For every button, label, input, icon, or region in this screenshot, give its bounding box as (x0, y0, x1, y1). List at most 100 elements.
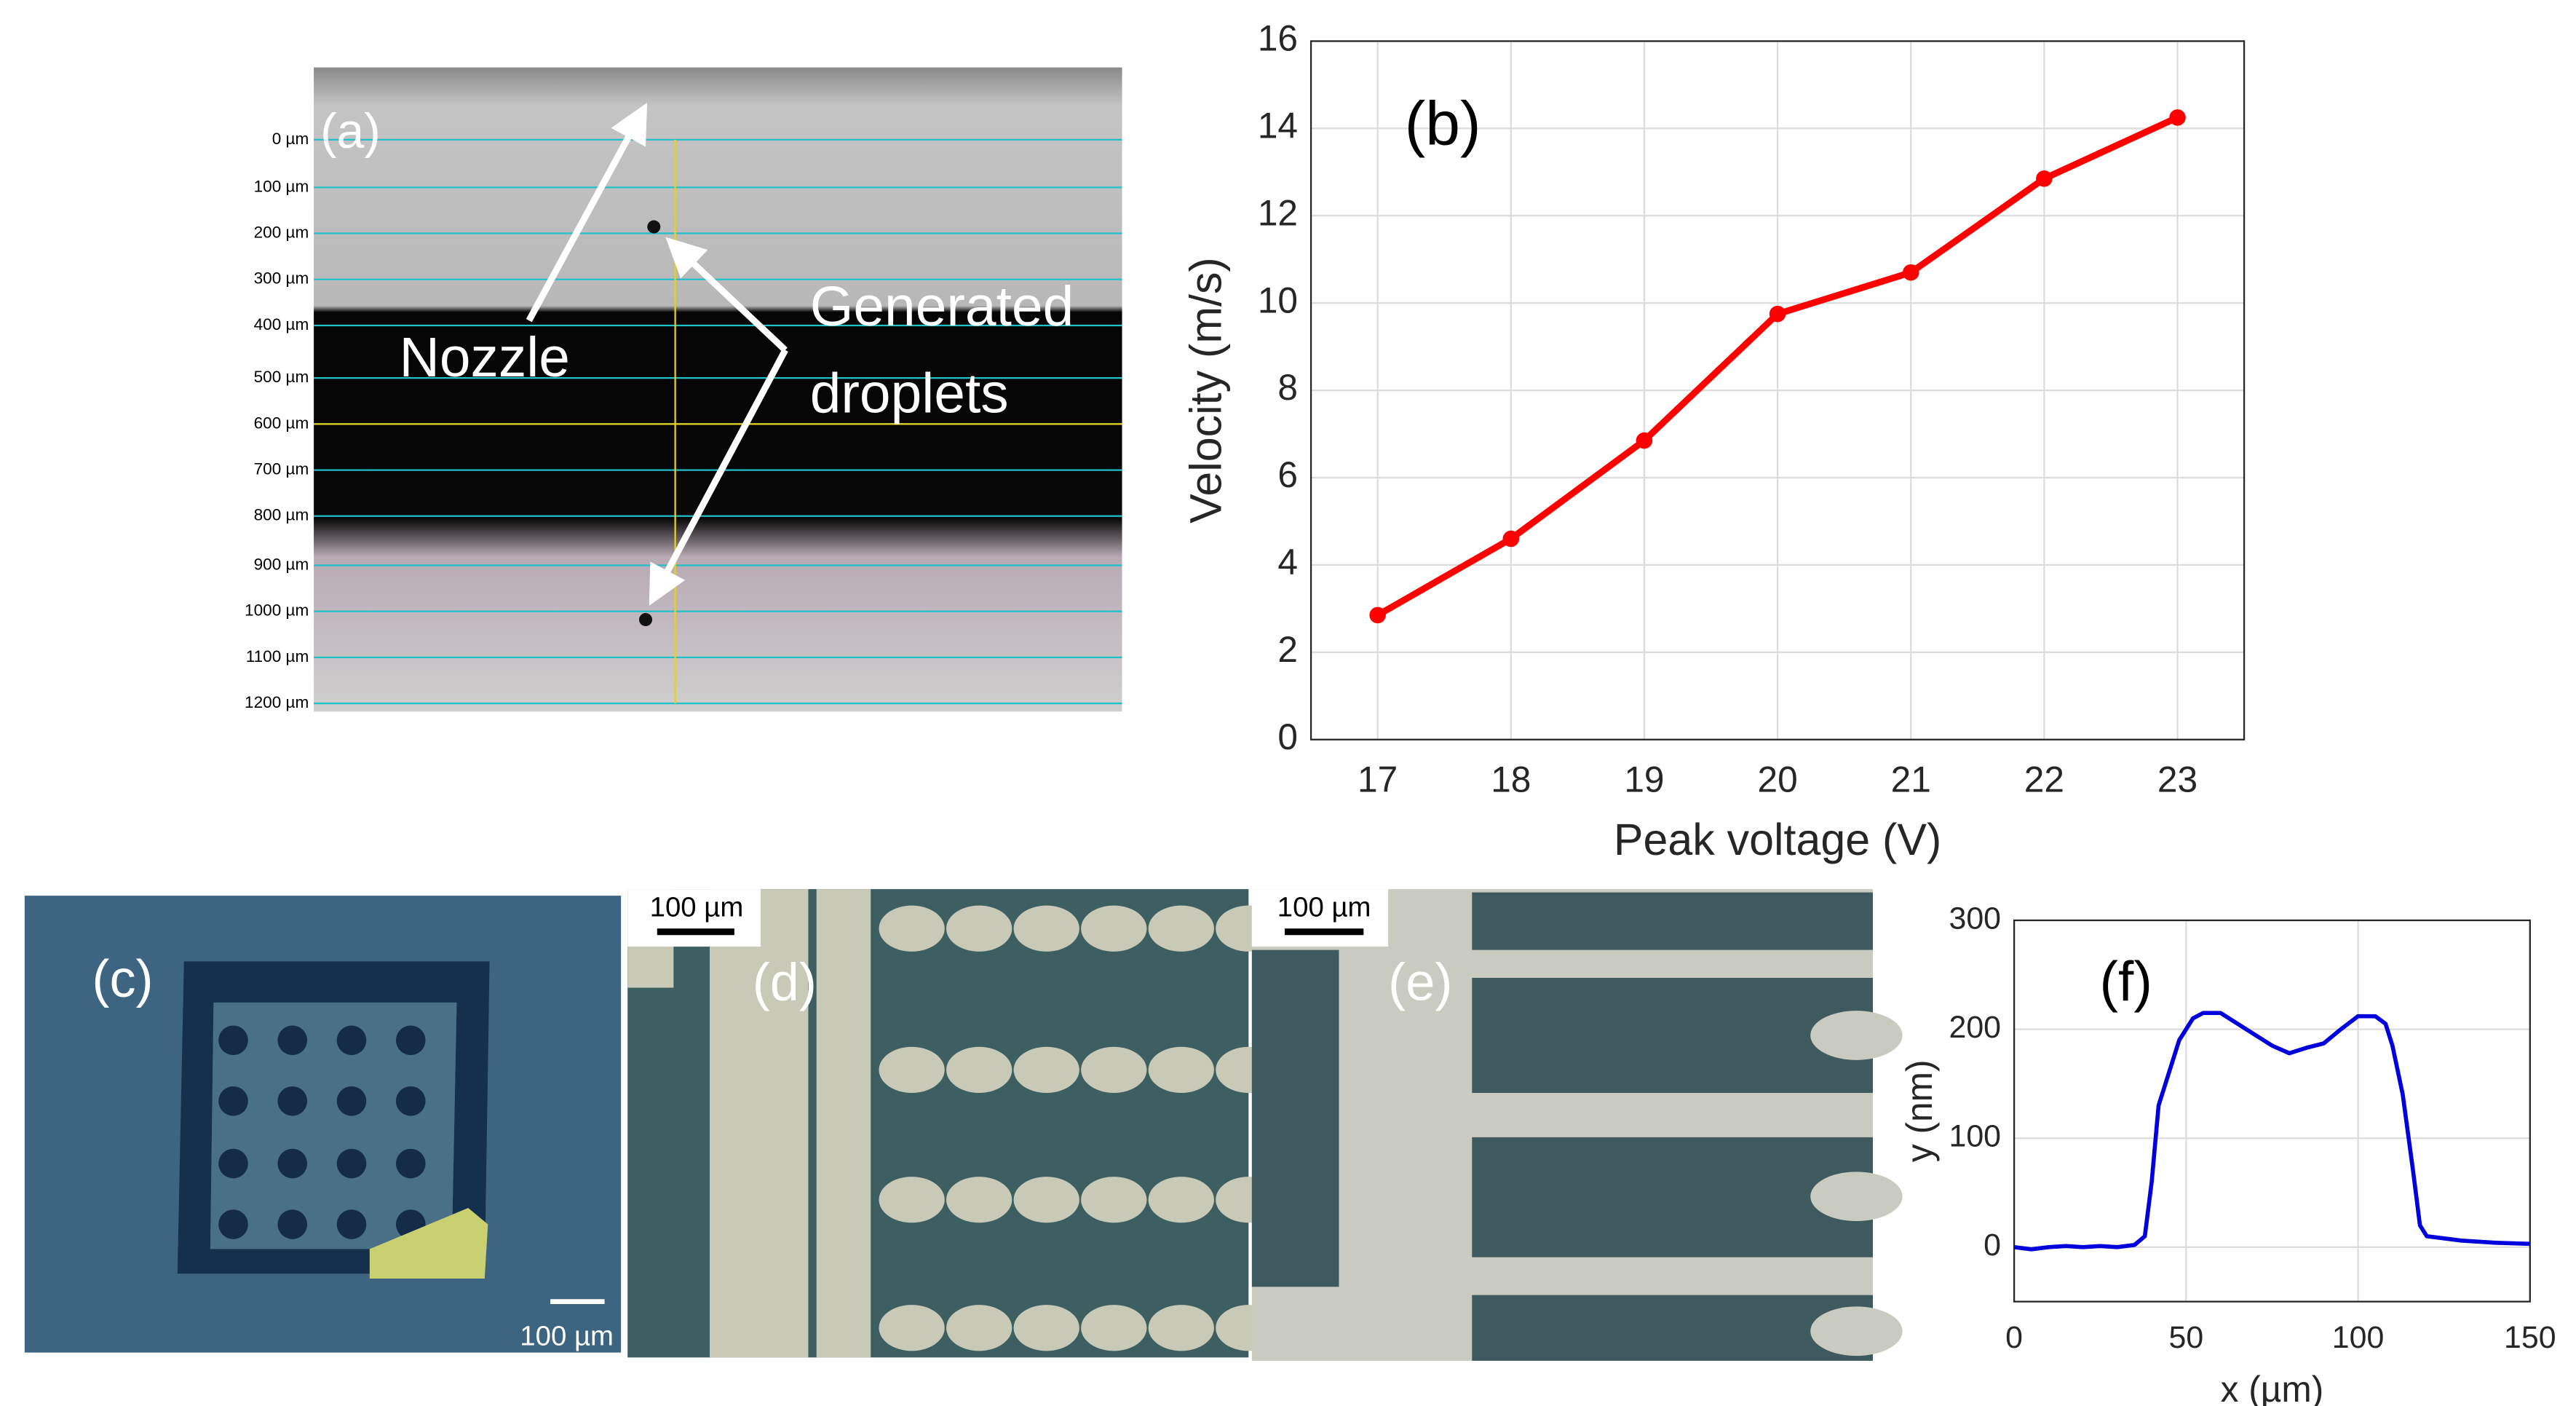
y-tick-label: 4 (1277, 542, 1298, 582)
panel-label: (d) (753, 953, 817, 1011)
x-tick-label: 20 (1757, 759, 1797, 800)
dot (395, 1025, 426, 1056)
pad (1013, 905, 1079, 952)
dot (395, 1148, 426, 1179)
x-tick-label: 19 (1624, 759, 1664, 800)
pad (946, 1046, 1012, 1093)
dot (277, 1025, 308, 1056)
panel-label: (e) (1388, 953, 1452, 1011)
scale-label: 0 µm (272, 130, 309, 148)
droplet (647, 220, 661, 234)
y-tick-label: 8 (1277, 367, 1298, 408)
panel-label: (a) (320, 104, 381, 159)
annotation: (f) (2099, 952, 2152, 1014)
x-tick-label: 0 (2005, 1320, 2023, 1355)
y-tick-label: 14 (1258, 106, 1298, 146)
pad (879, 1046, 945, 1093)
pad (946, 1177, 1012, 1223)
y-tick-label: 10 (1258, 280, 1298, 320)
annotation: (b) (1405, 89, 1481, 159)
x-tick-label: 21 (1891, 759, 1931, 800)
micrograph (314, 67, 1122, 712)
dot (395, 1086, 426, 1116)
x-tick-label: 50 (2168, 1320, 2203, 1355)
dot (218, 1086, 248, 1116)
scale-label: 700 µm (254, 460, 309, 478)
pad (1081, 1305, 1147, 1351)
scale-label: 1000 µm (245, 601, 309, 620)
y-tick-label: 12 (1258, 192, 1298, 233)
y-tick-label: 300 (1949, 901, 2001, 936)
scale-label: 400 µm (254, 315, 309, 333)
pad (1013, 1046, 1079, 1093)
pad (1148, 1046, 1214, 1093)
dot (277, 1086, 308, 1116)
axes-box (1309, 40, 2246, 740)
x-tick-label: 22 (2024, 759, 2064, 800)
dot (277, 1209, 308, 1239)
x-axis-label: Peak voltage (V) (1614, 815, 1941, 864)
annotation: droplets (810, 363, 1009, 425)
droplet (638, 612, 653, 626)
dot (218, 1209, 248, 1239)
dot (336, 1209, 367, 1239)
y-tick-label: 0 (1983, 1228, 2001, 1263)
scale-bar-label: 100 µm (650, 891, 744, 923)
axes-box (2013, 919, 2531, 1303)
panel-c: (c) 100 µm (24, 896, 622, 1353)
data-line (2013, 1011, 2530, 1252)
pad (1148, 905, 1214, 952)
x-tick-label: 150 (2504, 1320, 2556, 1355)
dot (336, 1025, 367, 1056)
data-point (2036, 170, 2053, 187)
data-point (1902, 264, 1919, 281)
plot-area (2014, 920, 2530, 1302)
scale-label: 600 µm (254, 414, 309, 432)
scale-label: 800 µm (254, 506, 309, 524)
pad (879, 1177, 945, 1223)
pad (1081, 1046, 1147, 1093)
pad (946, 905, 1012, 952)
data-point (1502, 530, 1520, 548)
annotation: Nozzle (399, 327, 570, 389)
pad (1081, 1177, 1147, 1223)
data-point (1369, 607, 1386, 624)
dot (336, 1148, 367, 1179)
pad (1148, 1177, 1214, 1223)
scale-bar-label: 100 µm (520, 1320, 614, 1351)
x-tick-label: 17 (1358, 759, 1398, 800)
y-tick-label: 6 (1277, 454, 1298, 495)
scale-label: 1100 µm (246, 647, 309, 666)
annotation: Generated (810, 276, 1074, 338)
panel-a: (a) Nozzle Generated droplets (314, 67, 1122, 712)
scale-label: 200 µm (254, 224, 309, 242)
pad (1148, 1305, 1214, 1351)
data-point (1769, 305, 1786, 323)
y-axis-label: Velocity (m/s) (1181, 257, 1230, 524)
pad (1013, 1305, 1079, 1351)
scale-label: 100 µm (254, 177, 309, 195)
y-axis-label: y (nm) (1899, 1059, 1940, 1162)
pad (879, 1305, 945, 1351)
pad (1013, 1177, 1079, 1223)
panel-label: (c) (92, 950, 153, 1008)
pad (879, 905, 945, 952)
data-point (2169, 109, 2186, 126)
x-tick-label: 18 (1491, 759, 1531, 800)
scale-label: 900 µm (254, 555, 309, 573)
dot (336, 1086, 367, 1116)
y-tick-label: 0 (1277, 716, 1298, 757)
pad (1081, 905, 1147, 952)
scale-label: 300 µm (254, 269, 309, 288)
x-axis-label: x (µm) (2221, 1369, 2324, 1406)
data-point (1636, 432, 1653, 449)
arrows (526, 103, 788, 606)
dot (218, 1025, 248, 1056)
y-tick-label: 2 (1277, 629, 1298, 670)
x-tick-label: 23 (2157, 759, 2197, 800)
panel-e: 100 µm (e) (1251, 889, 1903, 1361)
y-tick-label: 100 (1949, 1119, 2001, 1154)
pad (946, 1305, 1012, 1351)
